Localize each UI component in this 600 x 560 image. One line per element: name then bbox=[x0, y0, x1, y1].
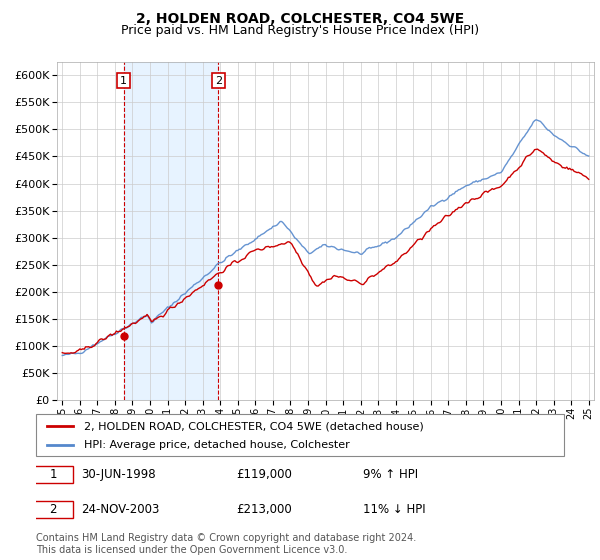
Text: £119,000: £119,000 bbox=[236, 468, 293, 481]
Text: Contains HM Land Registry data © Crown copyright and database right 2024.
This d: Contains HM Land Registry data © Crown c… bbox=[36, 533, 416, 555]
Text: £213,000: £213,000 bbox=[236, 503, 292, 516]
Text: 30-JUN-1998: 30-JUN-1998 bbox=[81, 468, 155, 481]
Text: HPI: Average price, detached house, Colchester: HPI: Average price, detached house, Colc… bbox=[83, 440, 349, 450]
Bar bbox=[124, 62, 218, 400]
FancyBboxPatch shape bbox=[34, 466, 73, 483]
Text: 2, HOLDEN ROAD, COLCHESTER, CO4 5WE: 2, HOLDEN ROAD, COLCHESTER, CO4 5WE bbox=[136, 12, 464, 26]
Text: 2, HOLDEN ROAD, COLCHESTER, CO4 5WE (detached house): 2, HOLDEN ROAD, COLCHESTER, CO4 5WE (det… bbox=[83, 421, 423, 431]
Text: Price paid vs. HM Land Registry's House Price Index (HPI): Price paid vs. HM Land Registry's House … bbox=[121, 24, 479, 36]
Text: 1: 1 bbox=[49, 468, 57, 481]
Text: 9% ↑ HPI: 9% ↑ HPI bbox=[364, 468, 418, 481]
Text: 2: 2 bbox=[49, 503, 57, 516]
Text: 1: 1 bbox=[120, 76, 127, 86]
Text: 2: 2 bbox=[215, 76, 222, 86]
FancyBboxPatch shape bbox=[34, 501, 73, 518]
Text: 24-NOV-2003: 24-NOV-2003 bbox=[81, 503, 159, 516]
Text: 11% ↓ HPI: 11% ↓ HPI bbox=[364, 503, 426, 516]
FancyBboxPatch shape bbox=[36, 414, 564, 456]
